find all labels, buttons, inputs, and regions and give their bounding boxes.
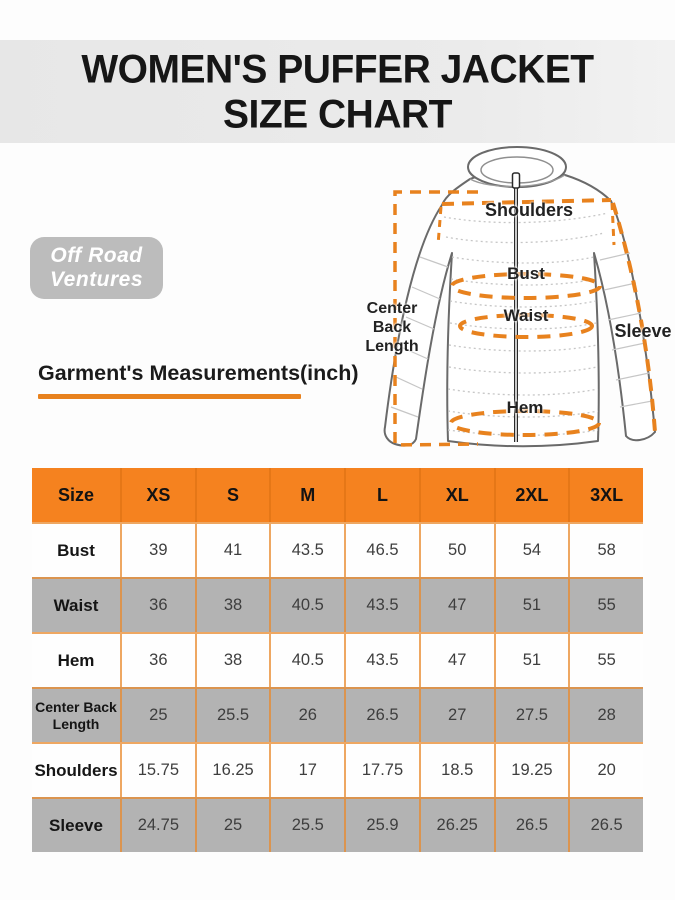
cell-bust-xs: 39 [120,522,195,577]
diagram-label-sleeve: Sleeve [614,321,672,341]
cell-shoulders-xs: 15.75 [120,742,195,797]
cell-waist-2xl: 51 [493,577,569,632]
title-band: WOMEN'S PUFFER JACKET SIZE CHART [0,40,675,143]
row-label-hem: Hem [32,632,120,687]
col-header-xs: XS [120,468,195,522]
cell-cbl-2xl: 27.5 [493,687,569,742]
cell-bust-l: 46.5 [344,522,419,577]
page-title-line2: SIZE CHART [223,92,453,137]
col-header-3xl: 3XL [568,468,643,522]
cell-bust-2xl: 54 [493,522,569,577]
brand-logo-line2: Ventures [49,268,144,291]
heading-underline [38,394,301,399]
cell-cbl-s: 25.5 [194,687,270,742]
cell-cbl-m: 26 [269,687,345,742]
cell-shoulders-2xl: 19.25 [493,742,569,797]
cell-waist-m: 40.5 [269,577,345,632]
diagram-label-length: Length [365,338,419,355]
cell-cbl-l: 26.5 [344,687,419,742]
cell-waist-xl: 47 [418,577,494,632]
cell-shoulders-xl: 18.5 [418,742,494,797]
cell-hem-3xl: 55 [568,632,643,687]
cell-hem-s: 38 [194,632,270,687]
cell-sleeve-m: 25.5 [269,797,345,852]
cell-sleeve-xl: 26.25 [418,797,494,852]
cell-waist-s: 38 [194,577,270,632]
diagram-label-center-back-length: Center Back Length [358,299,426,356]
row-label-waist: Waist [32,577,120,632]
diagram-label-shoulders: Shoulders [484,200,573,220]
cell-hem-xs: 36 [120,632,195,687]
cell-bust-xl: 50 [418,522,494,577]
cell-shoulders-3xl: 20 [568,742,643,797]
diagram-label-bust: Bust [507,264,545,283]
size-chart-table: Size XS S M L XL 2XL 3XL Bust 39 41 43.5… [32,468,643,852]
jacket-measurement-diagram: Shoulders Bust Waist Hem Sleeve Center B… [358,145,675,460]
row-label-center-back-length: Center Back Length [32,687,120,742]
row-label-sleeve: Sleeve [32,797,120,852]
row-label-shoulders: Shoulders [32,742,120,797]
diagram-label-center: Center [366,300,418,317]
cell-bust-3xl: 58 [568,522,643,577]
cell-shoulders-l: 17.75 [344,742,419,797]
cell-cbl-3xl: 28 [568,687,643,742]
cell-cbl-xl: 27 [418,687,494,742]
cell-hem-xl: 47 [418,632,494,687]
cell-hem-2xl: 51 [493,632,569,687]
brand-logo-line1: Off Road [50,244,143,267]
brand-logo: Off Road Ventures [30,237,163,299]
cell-sleeve-xs: 24.75 [120,797,195,852]
cell-bust-m: 43.5 [269,522,345,577]
diagram-label-hem: Hem [506,398,544,417]
cell-bust-s: 41 [194,522,270,577]
cell-shoulders-m: 17 [269,742,345,797]
cell-sleeve-l: 25.9 [344,797,419,852]
cell-sleeve-3xl: 26.5 [568,797,643,852]
cell-hem-l: 43.5 [344,632,419,687]
cell-waist-3xl: 55 [568,577,643,632]
col-header-2xl: 2XL [493,468,569,522]
puffer-jacket-illustration [383,146,657,448]
cell-cbl-xs: 25 [120,687,195,742]
cell-sleeve-s: 25 [194,797,270,852]
col-header-xl: XL [418,468,494,522]
col-header-s: S [194,468,270,522]
cell-waist-l: 43.5 [344,577,419,632]
col-header-l: L [344,468,419,522]
cell-hem-m: 40.5 [269,632,345,687]
diagram-label-back: Back [372,319,412,336]
measurements-heading: Garment's Measurements(inch) [38,361,359,385]
page-title-line1: WOMEN'S PUFFER JACKET [81,47,594,92]
col-header-m: M [269,468,345,522]
diagram-label-waist: Waist [503,306,549,325]
cell-waist-xs: 36 [120,577,195,632]
cell-sleeve-2xl: 26.5 [493,797,569,852]
col-header-size: Size [32,468,120,522]
cell-shoulders-s: 16.25 [194,742,270,797]
row-label-bust: Bust [32,522,120,577]
